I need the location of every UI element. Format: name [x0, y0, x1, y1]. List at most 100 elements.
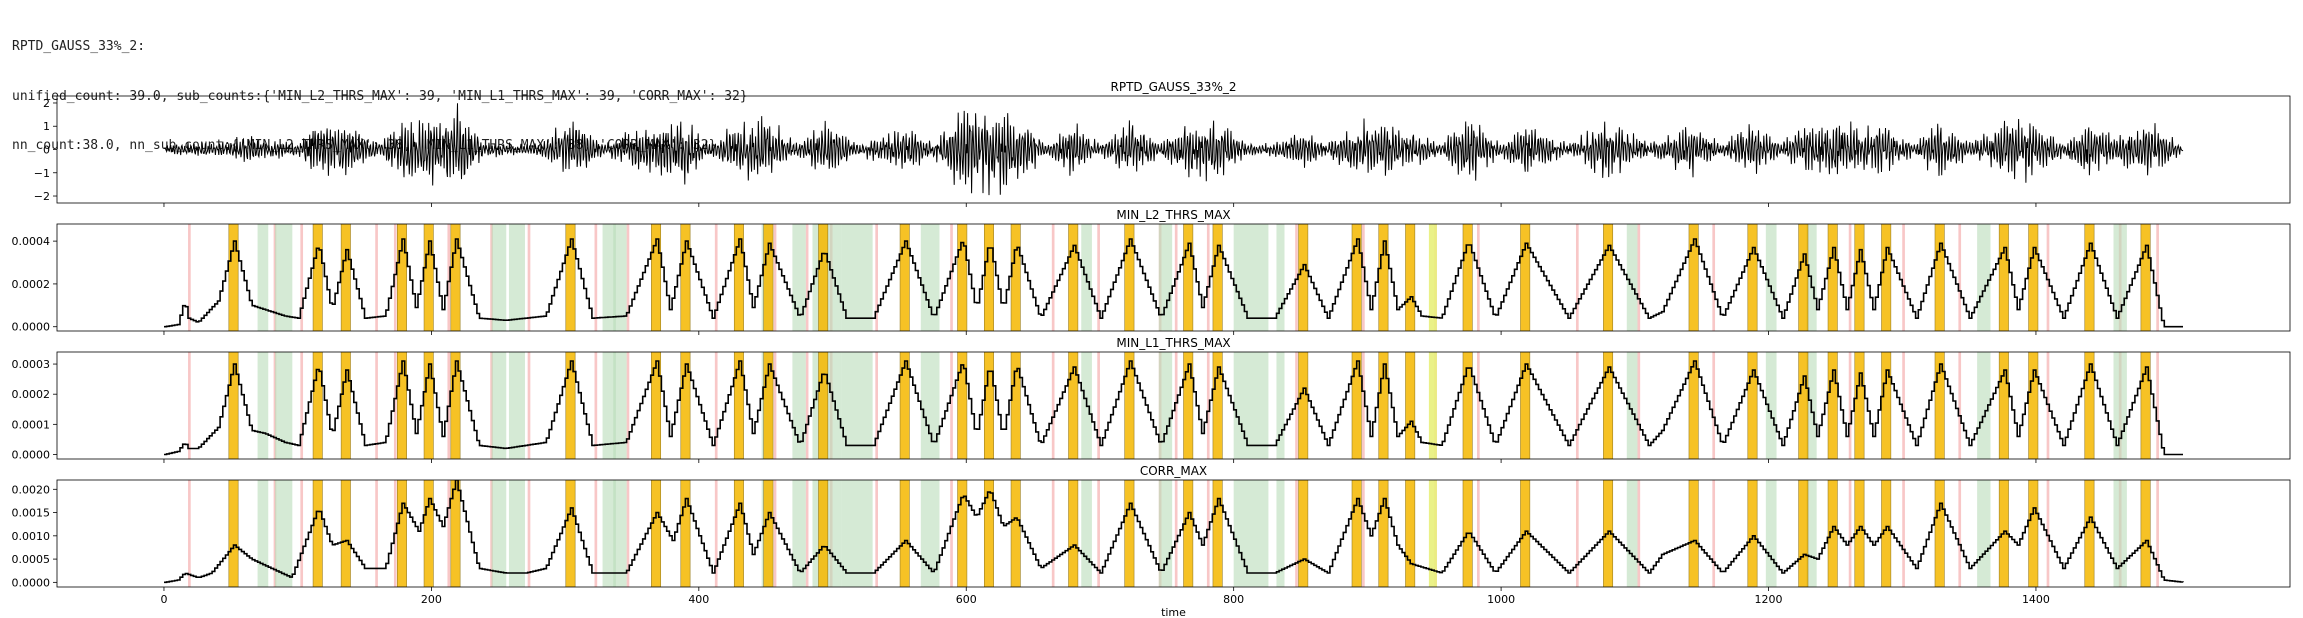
green-region	[613, 224, 627, 331]
detected-event	[651, 480, 662, 587]
green-region	[1233, 480, 1269, 587]
red-region	[594, 480, 598, 587]
subplot-title: MIN_L1_THRS_MAX	[1116, 336, 1230, 350]
red-region	[527, 352, 531, 459]
detected-event	[2028, 224, 2039, 331]
red-region	[300, 224, 304, 331]
red-region	[2046, 480, 2050, 587]
xtick-label: 1200	[1755, 593, 1783, 606]
green-region	[613, 480, 627, 587]
red-region	[714, 352, 718, 459]
green-region	[920, 224, 940, 331]
green-region	[841, 352, 873, 459]
red-region	[1295, 352, 1298, 459]
detected-event	[228, 224, 239, 331]
red-region	[805, 352, 809, 459]
red-region	[1902, 480, 1905, 587]
xtick-label: 0	[160, 593, 167, 606]
red-region	[375, 480, 378, 587]
green-region	[274, 480, 293, 587]
green-region	[1276, 224, 1285, 331]
axes-frame	[56, 479, 2291, 588]
detected-event	[763, 480, 774, 587]
red-region	[1712, 352, 1716, 459]
red-region	[1174, 352, 1178, 459]
green-region	[1158, 480, 1173, 587]
ytick-label: 0.0002	[12, 388, 51, 401]
red-region	[300, 352, 304, 459]
green-region	[491, 480, 507, 587]
green-region	[828, 480, 842, 587]
detected-event	[733, 224, 744, 331]
ytick-label: 0.0001	[12, 418, 51, 431]
green-region	[508, 224, 525, 331]
detected-event	[1688, 224, 1699, 331]
detected-event	[1068, 352, 1079, 459]
red-region	[1097, 224, 1100, 331]
red-region	[1575, 480, 1579, 587]
green-region	[508, 352, 525, 459]
green-region	[1233, 352, 1269, 459]
green-region	[920, 480, 940, 587]
plot-area	[164, 352, 2183, 459]
green-region	[602, 352, 616, 459]
red-region	[1902, 352, 1905, 459]
detected-event	[1351, 352, 1362, 459]
detected-event	[1212, 480, 1223, 587]
console-line-title: RPTD_GAUSS_33%_2:	[12, 39, 146, 54]
red-region	[773, 480, 777, 587]
ytick-label: 0.0020	[12, 483, 51, 496]
plot-area	[164, 224, 2183, 331]
detected-event	[1298, 224, 1309, 331]
subplot-title: MIN_L2_THRS_MAX	[1116, 208, 1230, 222]
detected-event	[680, 480, 691, 587]
green-region	[2113, 480, 2127, 587]
xtick-label: 1000	[1487, 593, 1515, 606]
green-region	[1081, 480, 1092, 587]
detected-event	[565, 480, 576, 587]
envelope-line	[164, 480, 2184, 584]
red-region	[1712, 224, 1716, 331]
detected-event	[1688, 480, 1699, 587]
red-region	[188, 224, 191, 331]
detected-event	[1378, 480, 1389, 587]
detected-event	[312, 352, 323, 459]
subplot-2: MIN_L1_THRS_MAX 0.0000 0.0001 0.0002 0.0003	[12, 336, 2291, 463]
detected-event	[651, 352, 662, 459]
detected-event	[2084, 352, 2095, 459]
green-region	[1158, 224, 1173, 331]
detected-event	[1212, 224, 1223, 331]
detected-event	[312, 480, 323, 587]
detected-event	[1183, 480, 1194, 587]
ytick-label: 0.0005	[12, 553, 51, 566]
green-region	[1626, 224, 1638, 331]
red-region	[1051, 352, 1055, 459]
red-region	[950, 352, 953, 459]
detected-event	[1183, 352, 1194, 459]
detected-event	[340, 224, 351, 331]
detected-event	[1010, 352, 1021, 459]
red-region	[375, 352, 378, 459]
detected-event	[1010, 224, 1021, 331]
detected-event	[763, 224, 774, 331]
detected-event	[1124, 224, 1135, 331]
detected-event	[733, 480, 744, 587]
detected-event	[1854, 352, 1865, 459]
red-region	[447, 480, 451, 587]
detected-event	[1603, 352, 1614, 459]
detected-event	[1405, 224, 1416, 331]
detected-event	[957, 224, 968, 331]
ytick-label: −1	[34, 167, 50, 180]
detected-event	[818, 352, 829, 459]
ytick-label: 0.0000	[12, 321, 51, 334]
detected-event	[1881, 352, 1892, 459]
detected-event	[2140, 224, 2151, 331]
detected-event	[1124, 352, 1135, 459]
red-region	[2156, 480, 2159, 587]
detected-event	[2140, 352, 2151, 459]
red-region	[1362, 352, 1365, 459]
red-region	[875, 224, 878, 331]
red-region	[1712, 480, 1716, 587]
red-region	[1477, 480, 1480, 587]
red-region	[447, 224, 451, 331]
